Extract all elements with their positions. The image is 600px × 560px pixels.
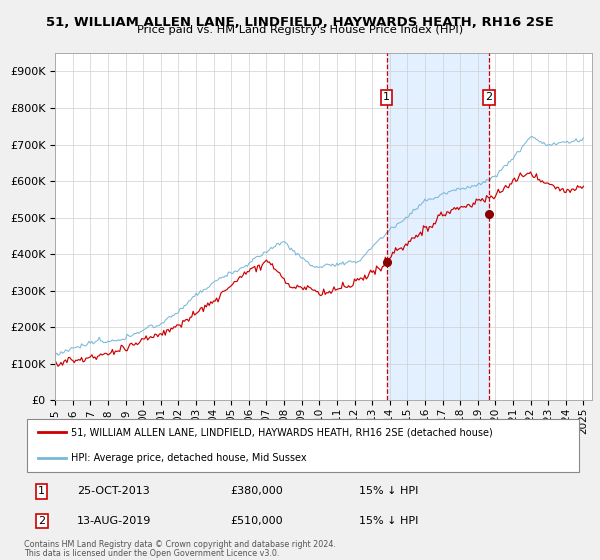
Bar [386, 53, 488, 400]
Text: 51, WILLIAM ALLEN LANE, LINDFIELD, HAYWARDS HEATH, RH16 2SE (detached house): 51, WILLIAM ALLEN LANE, LINDFIELD, HAYWA… [71, 427, 493, 437]
Text: 51, WILLIAM ALLEN LANE, LINDFIELD, HAYWARDS HEATH, RH16 2SE: 51, WILLIAM ALLEN LANE, LINDFIELD, HAYWA… [46, 16, 554, 29]
Text: 13-AUG-2019: 13-AUG-2019 [77, 516, 151, 526]
FancyBboxPatch shape [27, 419, 579, 472]
Text: 15% ↓ HPI: 15% ↓ HPI [359, 486, 418, 496]
Text: HPI: Average price, detached house, Mid Sussex: HPI: Average price, detached house, Mid … [71, 453, 307, 463]
Text: This data is licensed under the Open Government Licence v3.0.: This data is licensed under the Open Gov… [24, 549, 280, 558]
Text: Contains HM Land Registry data © Crown copyright and database right 2024.: Contains HM Land Registry data © Crown c… [24, 540, 336, 549]
Text: 2: 2 [485, 92, 492, 102]
Text: Price paid vs. HM Land Registry's House Price Index (HPI): Price paid vs. HM Land Registry's House … [137, 25, 463, 35]
Text: £510,000: £510,000 [230, 516, 283, 526]
Text: 15% ↓ HPI: 15% ↓ HPI [359, 516, 418, 526]
Text: 25-OCT-2013: 25-OCT-2013 [77, 486, 150, 496]
Text: 1: 1 [38, 486, 45, 496]
Text: 2: 2 [38, 516, 45, 526]
Text: £380,000: £380,000 [230, 486, 283, 496]
Text: 1: 1 [383, 92, 390, 102]
